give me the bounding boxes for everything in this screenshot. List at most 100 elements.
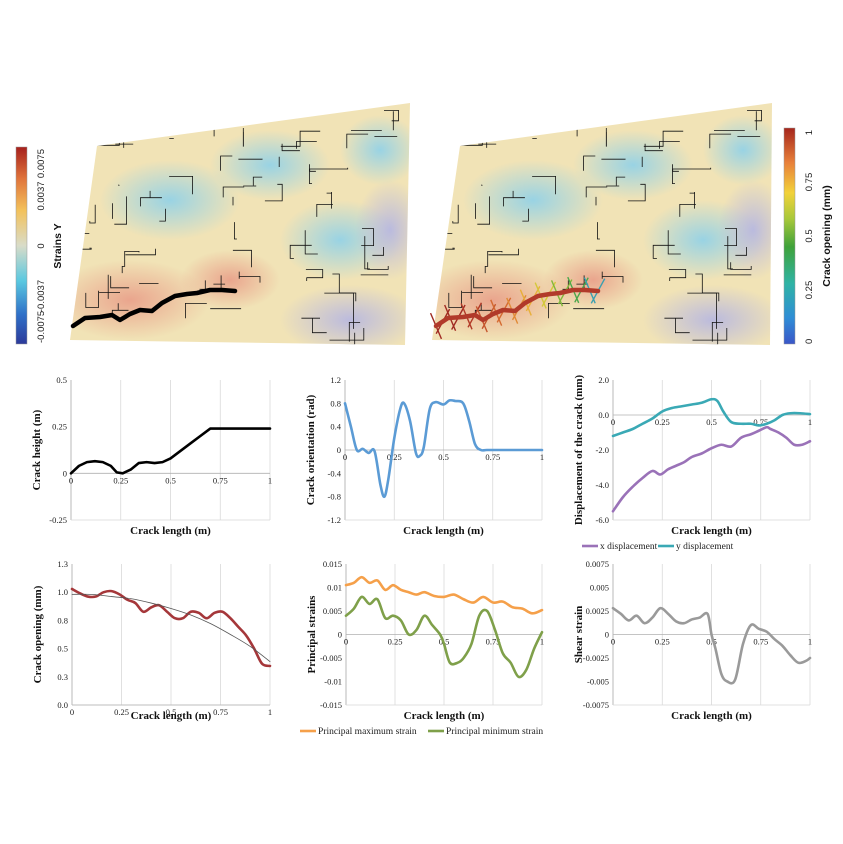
crack-segment — [232, 249, 252, 268]
crack-orientation-chart: -1.2-0.8-0.400.40.81.20 0.25 0.5 0.75 1Crack… — [305, 375, 544, 537]
crack-height-chart: -0.25 0 0.25 0.5 0 0.25 0.5 0.75 1 Crack length (… — [31, 375, 272, 537]
series-line-y-displacement — [611, 397, 812, 438]
series-line-shear-strain — [611, 606, 812, 685]
crack-segment — [695, 273, 720, 302]
crack-segment — [644, 143, 663, 152]
y-tick-label: 1.3 — [57, 559, 68, 569]
crack-segment — [709, 133, 732, 149]
crack-segment — [727, 236, 733, 270]
x-axis-label: Crack length (m) — [131, 710, 212, 722]
legend-label: Principal maximum strain — [318, 727, 417, 737]
crack-segment — [488, 248, 519, 256]
y-tick-label: -0.005 — [320, 653, 342, 663]
x-tick-label: 0.25 — [114, 707, 129, 717]
y-tick-label: 0.005 — [323, 606, 342, 616]
colorbar-title: Crack opening (mm) — [821, 185, 833, 287]
crack-segment — [595, 249, 615, 268]
crack-segment — [234, 222, 237, 240]
x-tick-label: 0 — [69, 475, 73, 485]
legend-label: y displacement — [676, 542, 734, 552]
colorbar-tick: 1 — [804, 130, 815, 135]
x-tick-label: 0 — [611, 637, 615, 647]
crack-segment — [460, 129, 483, 146]
x-tick-label: 0.75 — [485, 452, 500, 462]
x-tick-label: 0.25 — [387, 452, 402, 462]
strain-map — [70, 103, 410, 345]
crack-segment — [296, 141, 317, 149]
x-axis-label: Crack length (m) — [404, 710, 485, 722]
crack-displacement-chart: -6.0 -4.0 -2.0 0.0 2.0 0 0.25 0.5 0.75 1 Crack len… — [573, 375, 812, 552]
crack-segment — [121, 251, 140, 274]
y-tick-label: -0.015 — [320, 700, 342, 710]
crack-segment — [324, 292, 354, 329]
y-axis-label: Crack orientation (rad) — [305, 394, 317, 505]
y-tick-label: 0.0025 — [586, 606, 609, 616]
y-tick-label: 0.5 — [57, 644, 68, 654]
strain-colorbar: 0.0075 0.0037 0 -0.0037 -0.0075 Strains … — [15, 146, 64, 345]
crack-segment — [332, 273, 357, 302]
x-tick-label: 1 — [808, 417, 812, 427]
crack-segment — [238, 271, 261, 283]
x-tick-label: 0.75 — [753, 637, 768, 647]
x-tick-label: 1 — [808, 637, 812, 647]
crack-segment — [361, 228, 374, 246]
crack-segment — [548, 303, 570, 319]
series-line-principal-maximum-strain — [344, 575, 544, 615]
x-tick-label: 1 — [540, 452, 544, 462]
crack-segment — [503, 190, 525, 207]
crack-segment — [252, 176, 263, 186]
y-tick-label: 0.4 — [330, 422, 341, 432]
crack-segment — [384, 110, 399, 122]
crack-segment — [346, 133, 369, 149]
series-line-x-displacement — [611, 425, 812, 513]
x-tick-label: 0.5 — [706, 417, 717, 427]
y-tick-label: 1.2 — [330, 375, 341, 385]
crack-segment — [111, 303, 129, 318]
y-axis-label: Shear strain — [573, 606, 585, 664]
legend-label: x displacement — [600, 542, 658, 552]
y-tick-label: -4.0 — [596, 480, 609, 490]
crack-segment — [735, 247, 747, 256]
series-line-crack-orientation — [343, 398, 544, 499]
crack-segment — [448, 290, 462, 308]
crack-segment — [585, 186, 608, 198]
crack-segment — [601, 271, 624, 283]
crack-segment — [724, 228, 737, 246]
crack-segment — [86, 146, 89, 163]
crack-segment — [309, 167, 349, 172]
y-tick-label: 0.0 — [598, 410, 609, 420]
crack-segment — [711, 322, 724, 342]
x-axis-label: Crack length (m) — [671, 525, 752, 537]
crack-segment — [289, 244, 312, 259]
x-tick-label: 0.25 — [655, 637, 670, 647]
y-axis-label: Crack opening (mm) — [32, 585, 44, 683]
x-tick-label: 0.5 — [706, 637, 717, 647]
x-tick-label: 0 — [70, 707, 74, 717]
y-tick-label: -6.0 — [596, 515, 609, 525]
colorbar-tick: 0 — [36, 243, 47, 248]
crack-segment — [301, 317, 327, 334]
main-crack-path — [70, 287, 238, 329]
y-tick-label: 0.5 — [56, 375, 67, 385]
x-tick-label: 1 — [540, 637, 544, 647]
crack-segment — [652, 244, 675, 259]
crack-segment — [99, 274, 120, 299]
crack-segment — [692, 328, 728, 341]
colorbar-title: Strains Y — [52, 223, 64, 268]
x-tick-label: 1 — [268, 707, 272, 717]
crack-segment — [484, 251, 503, 274]
crack-segment — [672, 164, 675, 184]
crack-segment — [305, 269, 324, 281]
crack-segment — [280, 130, 321, 147]
crack-segment — [89, 204, 96, 224]
x-tick-label: 0.25 — [113, 475, 128, 485]
crack-segment — [309, 164, 312, 184]
colorbar-tick: 0 — [804, 339, 815, 344]
x-tick-label: 0.5 — [166, 707, 177, 717]
x-tick-label: 0 — [344, 637, 348, 647]
crack-segment — [85, 290, 99, 308]
crack-segment — [597, 222, 600, 240]
colorbar-tick: 0.0075 — [36, 149, 47, 178]
crack-segment — [462, 274, 483, 299]
